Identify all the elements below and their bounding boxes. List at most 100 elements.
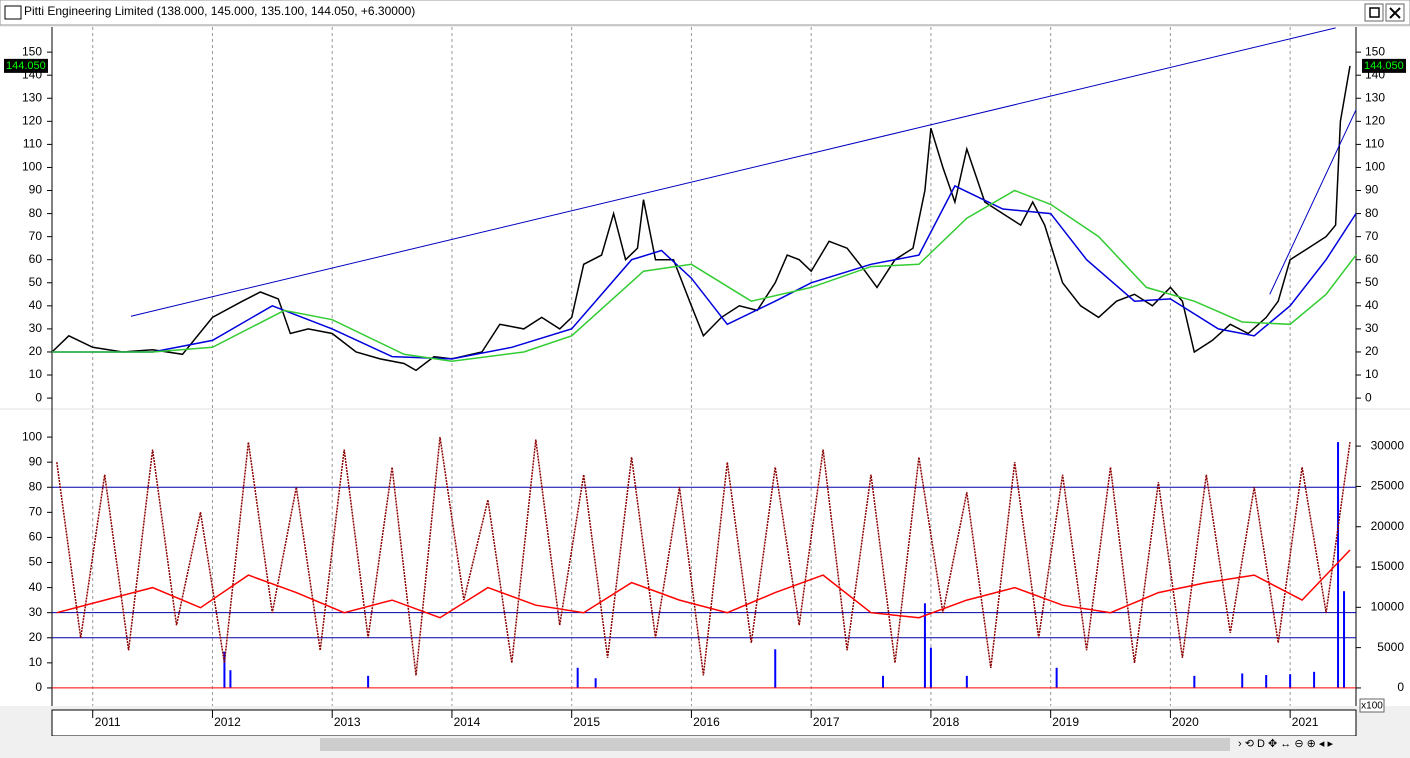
y-tick-label: 120 <box>1365 113 1385 127</box>
volume-bar <box>367 675 370 688</box>
y-tick-label: 60 <box>1365 252 1379 266</box>
y-tick-label: 150 <box>22 44 42 58</box>
x-tick-label: 2013 <box>334 715 361 729</box>
y-tick-label: 130 <box>1365 90 1385 104</box>
volume-bar <box>1241 673 1244 688</box>
y2-tick-label: 25000 <box>1371 479 1405 493</box>
y-tick-label: 10 <box>1365 367 1379 381</box>
y-tick-label: 30 <box>29 605 43 619</box>
title-bar <box>0 0 1410 26</box>
scroll-thumb[interactable] <box>320 738 1230 751</box>
y-tick-label: 80 <box>29 206 43 220</box>
maximize-icon <box>1369 7 1380 18</box>
y-tick-label: 100 <box>22 160 42 174</box>
volume-bar <box>882 675 885 688</box>
scroll-icons[interactable]: › ⟲ D ✥ ↔ ⊖ ⊕ ◂ ▸ <box>1238 738 1333 750</box>
series-line <box>56 436 1351 676</box>
x-tick-label: 2014 <box>454 715 481 729</box>
volume-bar <box>594 678 597 688</box>
y2-tick-label: 5000 <box>1377 640 1404 654</box>
y-tick-label: 10 <box>29 367 43 381</box>
y-tick-label: 40 <box>1365 298 1379 312</box>
y-tick-label: 30 <box>29 321 43 335</box>
y-tick-label: 120 <box>22 113 42 127</box>
last-price-label: 144.050 <box>6 60 46 72</box>
close-icon <box>1389 7 1401 19</box>
volume-bar <box>965 675 968 688</box>
volume-bar <box>1055 667 1058 688</box>
y-tick-label: 90 <box>29 183 43 197</box>
y-tick-label: 110 <box>23 137 42 151</box>
y-tick-label: 20 <box>29 630 43 644</box>
volume-bar <box>1337 442 1340 688</box>
last-price-box <box>4 58 48 73</box>
volume-bar <box>923 603 926 688</box>
series-line <box>56 549 1351 619</box>
volume-bar <box>1265 675 1268 688</box>
volume-bar <box>1193 675 1196 688</box>
y2-tick-label: 15000 <box>1371 559 1405 573</box>
x-tick-label: 2019 <box>1052 715 1079 729</box>
x-tick-label: 2017 <box>813 715 840 729</box>
y2-multiplier: x100 <box>1361 701 1383 712</box>
y-tick-label: 60 <box>29 530 43 544</box>
y-tick-label: 40 <box>29 580 43 594</box>
y2-tick-label: 10000 <box>1371 600 1405 614</box>
x-tick-label: 2018 <box>933 715 960 729</box>
series-line <box>51 65 1351 372</box>
y-tick-label: 50 <box>29 275 43 289</box>
y-tick-label: 110 <box>1365 137 1384 151</box>
y-tick-label: 130 <box>22 90 42 104</box>
series-line <box>52 189 1357 362</box>
x-tick-label: 2020 <box>1172 715 1199 729</box>
maximize-button[interactable] <box>1364 3 1384 22</box>
y-tick-label: 100 <box>1365 160 1385 174</box>
volume-bar <box>929 647 932 688</box>
x-tick-label: 2011 <box>95 715 121 729</box>
y-tick-label: 150 <box>1365 44 1385 58</box>
trendline <box>1269 109 1357 295</box>
y-tick-label: 10 <box>29 655 43 669</box>
y-tick-label: 70 <box>29 229 43 243</box>
volume-bar <box>774 649 777 688</box>
volume-bar <box>1289 674 1292 688</box>
x-tick-label: 2012 <box>214 715 241 729</box>
y2-tick-label: 30000 <box>1371 438 1405 452</box>
y-tick-label: 90 <box>1365 183 1379 197</box>
y-tick-label: 50 <box>29 555 43 569</box>
y-tick-label: 40 <box>29 298 43 312</box>
y-tick-label: 20 <box>1365 344 1379 358</box>
volume-bar <box>576 667 579 688</box>
volume-bar <box>1313 671 1316 688</box>
y-tick-label: 80 <box>1365 206 1379 220</box>
oscillator-pane <box>0 410 1410 706</box>
y-tick-label: 70 <box>1365 229 1379 243</box>
window-title: Pitti Engineering Limited (138.000, 145.… <box>24 4 415 18</box>
y-tick-label: 0 <box>1365 390 1372 404</box>
y2-tick-label: 20000 <box>1371 519 1405 533</box>
y-tick-label: 60 <box>29 252 43 266</box>
y-tick-label: 0 <box>35 390 42 404</box>
y-tick-label: 0 <box>35 680 42 694</box>
last-price-box <box>1362 58 1406 73</box>
y-tick-label: 100 <box>22 429 42 443</box>
y2-tick-label: 0 <box>1397 680 1404 694</box>
y-tick-label: 50 <box>1365 275 1379 289</box>
y-tick-label: 70 <box>29 505 43 519</box>
y-tick-label: 30 <box>1365 321 1379 335</box>
volume-bar <box>223 651 226 688</box>
y-tick-label: 80 <box>29 479 43 493</box>
last-price-label: 144.050 <box>1364 60 1404 72</box>
volume-bar <box>1343 591 1346 688</box>
window-icon <box>4 5 22 20</box>
y-tick-label: 90 <box>29 454 43 468</box>
price-pane <box>0 27 1410 408</box>
multiplier-box <box>1359 698 1385 713</box>
volume-bar <box>229 670 232 688</box>
y-tick-label: 20 <box>29 344 43 358</box>
x-tick-label: 2016 <box>693 715 720 729</box>
x-tick-label: 2015 <box>573 715 600 729</box>
x-tick-label: 2021 <box>1292 715 1319 729</box>
